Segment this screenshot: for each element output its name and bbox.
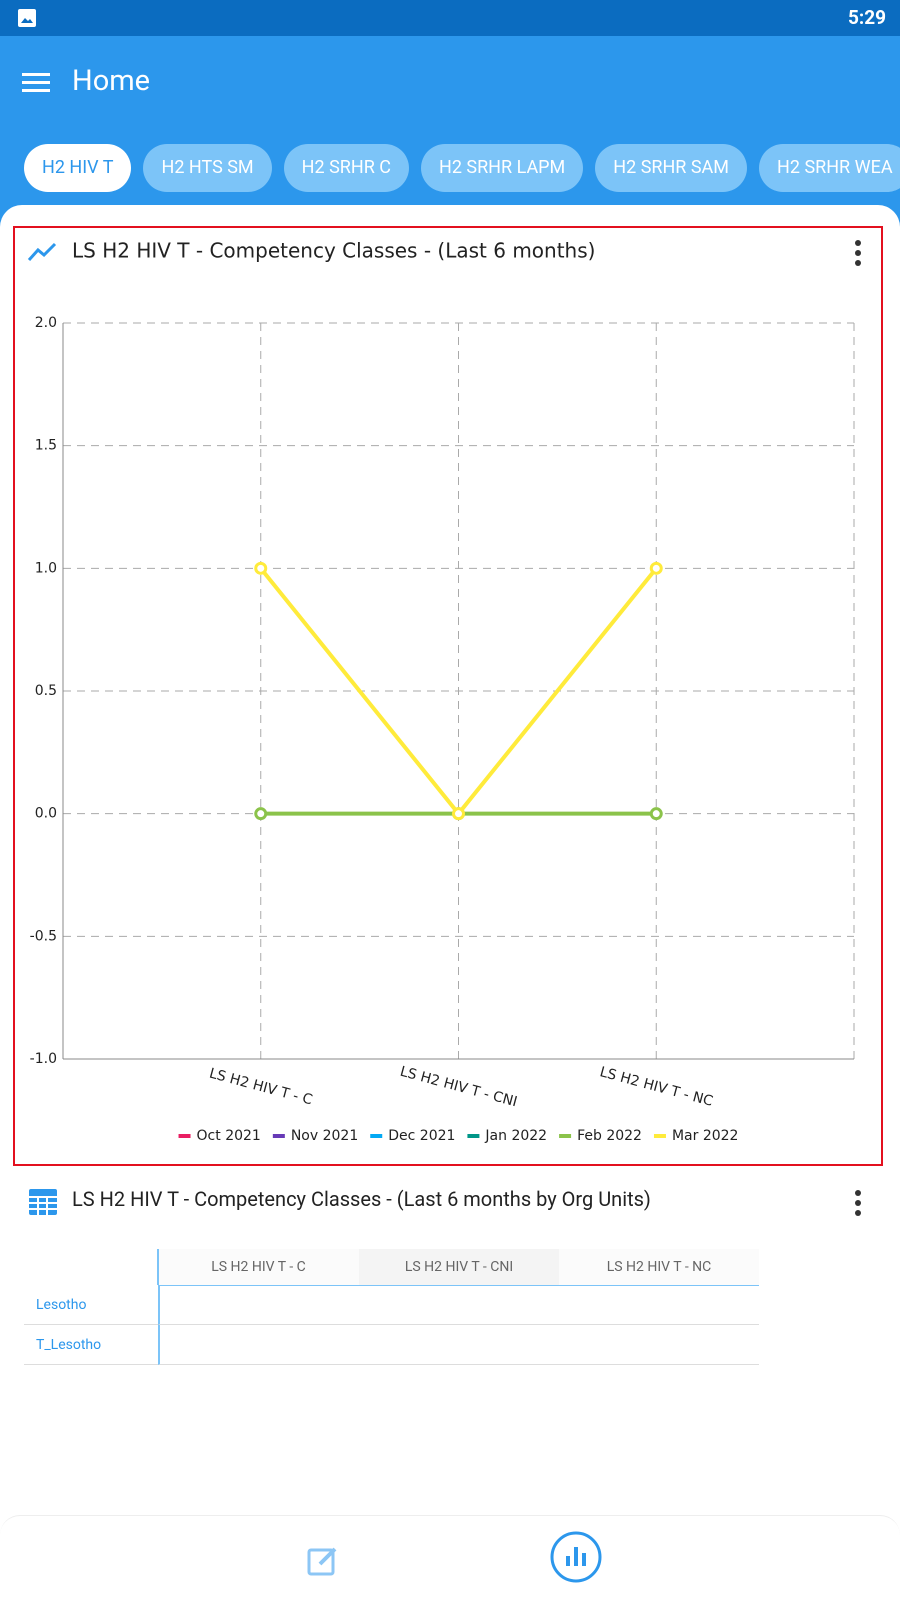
row-label[interactable]: T_Lesotho	[24, 1325, 158, 1365]
legend-label: Mar 2022	[672, 1128, 739, 1144]
column-header: LS H2 HIV T - C	[158, 1249, 359, 1286]
x-tick-label: LS H2 HIV T - NC	[598, 1064, 715, 1110]
y-tick-label: 2.0	[35, 315, 57, 331]
legend: Oct 2021 Nov 2021 Dec 2021 Jan 2022 Feb 2022…	[178, 1128, 739, 1144]
tab[interactable]: H2 SRHR WEA	[759, 144, 900, 192]
status-bar: 5:29	[0, 0, 900, 36]
y-tick-label: 0.0	[35, 806, 57, 822]
header-divider	[157, 1249, 159, 1285]
menu-button[interactable]	[22, 72, 50, 94]
y-tick-label: 1.5	[35, 438, 57, 454]
data-point	[452, 807, 465, 821]
bottom-nav	[0, 1515, 900, 1600]
legend-label: Oct 2021	[197, 1128, 261, 1144]
charts-button[interactable]	[549, 1530, 603, 1584]
chart-title: LS H2 HIV T - Competency Classes - (Last…	[72, 239, 595, 263]
y-tick-label: 0.5	[35, 683, 57, 699]
data-point	[649, 807, 663, 821]
x-tick-label: LS H2 HIV T - C	[207, 1066, 314, 1109]
table-title: LS H2 HIV T - Competency Classes - (Last…	[72, 1187, 651, 1211]
row-label[interactable]: Lesotho	[24, 1285, 158, 1325]
legend-label: Jan 2022	[484, 1128, 547, 1144]
tab[interactable]: H2 SRHR SAM	[595, 144, 748, 192]
legend-label: Dec 2021	[388, 1128, 455, 1144]
y-tick-label: -1.0	[30, 1051, 57, 1067]
more-button[interactable]	[851, 1188, 865, 1218]
column-header: LS H2 HIV T - NC	[559, 1249, 759, 1286]
edit-button[interactable]	[306, 1544, 340, 1578]
clock: 5:29	[847, 6, 886, 29]
x-tick-label: LS H2 HIV T - CNI	[398, 1064, 519, 1111]
image-icon	[18, 9, 36, 27]
tab[interactable]: H2 HIV T	[24, 144, 132, 192]
content-card	[0, 205, 900, 1600]
data-point	[254, 807, 268, 821]
more-button[interactable]	[855, 240, 861, 266]
data-point	[649, 561, 663, 575]
legend-label: Nov 2021	[291, 1128, 358, 1144]
row-cells	[158, 1325, 759, 1365]
tab-bar: H2 HIV T H2 HTS SM H2 SRHR C H2 SRHR LAPM H2…	[0, 144, 900, 200]
data-point	[254, 561, 268, 575]
tab[interactable]: H2 SRHR LAPM	[420, 144, 584, 192]
chart-icon	[27, 242, 57, 262]
tab[interactable]: H2 HTS SM	[143, 144, 272, 192]
tab[interactable]: H2 SRHR C	[283, 144, 409, 192]
app-title: Home	[72, 64, 151, 98]
y-tick-label: 1.0	[35, 560, 57, 576]
row-cells	[158, 1285, 759, 1325]
y-tick-label: -0.5	[30, 928, 57, 944]
column-header: LS H2 HIV T - CNI	[359, 1249, 559, 1286]
chart: LS H2 HIV T - Competency Classes - (Last…	[13, 226, 883, 1166]
selection-frame	[13, 226, 883, 1166]
legend-label: Feb 2022	[577, 1128, 642, 1144]
table-icon	[29, 1189, 57, 1215]
